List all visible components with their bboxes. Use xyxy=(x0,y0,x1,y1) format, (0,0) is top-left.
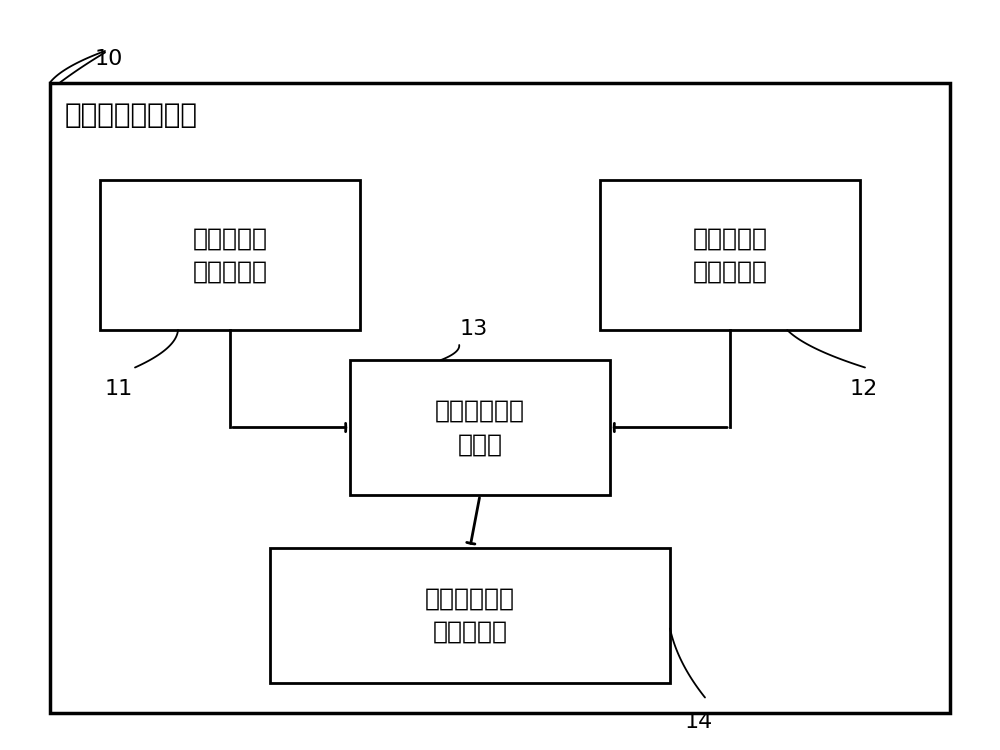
Text: 已赋予标签
数据取得部: 已赋予标签 数据取得部 xyxy=(692,226,768,284)
Bar xyxy=(350,360,610,495)
Text: 标签赋予与否
判定部: 标签赋予与否 判定部 xyxy=(435,399,525,456)
Bar xyxy=(270,548,670,682)
Text: 11: 11 xyxy=(105,379,133,399)
Text: 标签赋予对象
数据输出部: 标签赋予对象 数据输出部 xyxy=(425,586,515,644)
Text: 标签赋予辅助装置: 标签赋予辅助装置 xyxy=(65,101,198,129)
Text: 12: 12 xyxy=(850,379,878,399)
Bar xyxy=(600,180,860,330)
Text: 13: 13 xyxy=(459,319,487,339)
Bar xyxy=(50,82,950,712)
Text: 未赋予标签
数据取得部: 未赋予标签 数据取得部 xyxy=(192,226,268,284)
Text: 14: 14 xyxy=(685,712,713,733)
Text: 10: 10 xyxy=(95,49,123,69)
Bar xyxy=(100,180,360,330)
